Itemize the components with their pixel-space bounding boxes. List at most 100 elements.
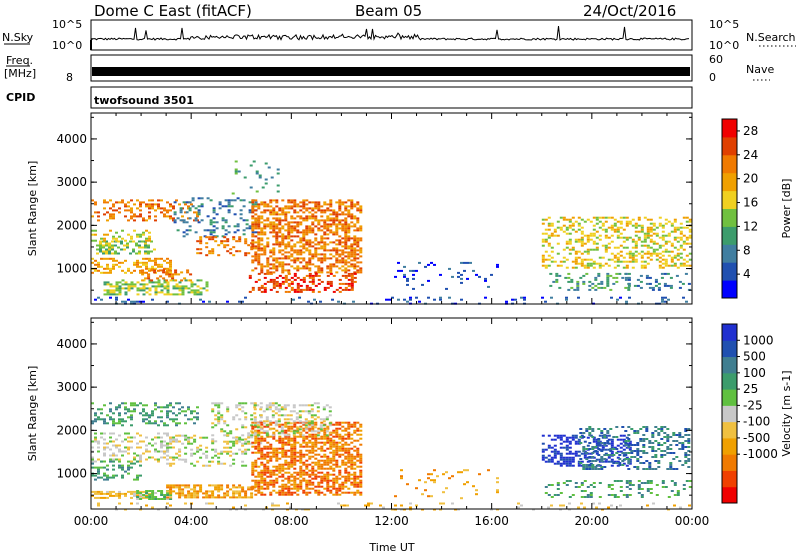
data-cell — [577, 438, 581, 441]
data-cell — [639, 428, 643, 430]
data-cell — [439, 273, 442, 276]
data-cell — [160, 207, 163, 210]
data-cell — [308, 455, 312, 458]
data-cell — [619, 490, 623, 492]
data-cell — [682, 262, 686, 265]
data-cell — [335, 265, 339, 268]
data-cell — [229, 252, 233, 255]
data-cell — [126, 242, 129, 245]
data-cell — [145, 265, 148, 268]
data-cell — [97, 211, 100, 214]
colorbar-tick-label: 28 — [743, 124, 758, 138]
data-cell — [610, 442, 614, 445]
data-cell — [202, 300, 205, 303]
data-cell — [326, 455, 330, 458]
data-cell — [673, 484, 677, 486]
data-cell — [277, 404, 281, 407]
data-cell — [145, 205, 148, 208]
data-cell — [199, 242, 203, 245]
data-cell — [100, 460, 103, 463]
data-cell — [642, 462, 646, 464]
data-cell — [457, 271, 460, 274]
data-cell — [278, 227, 282, 230]
data-cell — [106, 257, 109, 260]
data-cell — [293, 290, 297, 293]
data-cell — [188, 209, 192, 212]
data-cell — [281, 475, 285, 478]
data-cell — [672, 458, 676, 460]
data-cell — [302, 207, 306, 210]
data-cell — [109, 257, 112, 260]
data-cell — [305, 231, 309, 234]
data-cell — [272, 243, 276, 246]
data-cell — [151, 205, 154, 208]
data-cell — [257, 243, 261, 246]
data-cell — [652, 248, 656, 251]
data-cell — [277, 504, 280, 507]
data-patch — [103, 279, 209, 296]
data-cell — [595, 216, 599, 219]
data-cell — [338, 209, 342, 212]
data-cell — [263, 245, 267, 248]
data-cell — [278, 435, 282, 438]
data-cell — [232, 254, 236, 257]
data-cell — [145, 436, 148, 439]
data-cell — [418, 261, 421, 264]
data-cell — [272, 223, 276, 226]
data-cell — [604, 448, 608, 451]
data-cell — [254, 241, 258, 244]
data-cell — [127, 468, 130, 471]
data-cell — [559, 492, 563, 494]
data-cell — [302, 233, 306, 236]
data-cell — [293, 278, 297, 281]
data-cell — [272, 286, 276, 289]
data-cell — [649, 238, 653, 241]
data-cell — [154, 404, 157, 407]
data-cell — [281, 265, 285, 268]
data-cell — [317, 278, 321, 281]
data-cell — [409, 506, 412, 509]
data-cell — [353, 249, 357, 252]
data-cell — [466, 469, 469, 472]
data-cell — [220, 402, 224, 405]
data-cell — [253, 408, 257, 411]
nsky-tick-top: 10^5 — [52, 18, 82, 31]
data-cell — [302, 491, 306, 494]
data-cell — [350, 425, 354, 428]
data-cell — [263, 227, 267, 230]
data-cell — [613, 246, 617, 249]
data-cell — [232, 440, 236, 443]
data-cell — [604, 244, 608, 247]
data-cell — [344, 227, 348, 230]
data-cell — [308, 257, 312, 260]
data-cell — [121, 474, 124, 477]
data-cell — [145, 263, 148, 266]
data-cell — [278, 439, 282, 442]
data-cell — [317, 489, 321, 492]
data-cell — [290, 280, 294, 283]
data-cell — [577, 296, 580, 299]
data-cell — [145, 291, 149, 294]
data-cell — [310, 410, 314, 413]
data-cell — [94, 414, 97, 417]
data-cell — [314, 453, 318, 456]
data-cell — [172, 440, 175, 443]
data-cell — [308, 423, 312, 426]
data-cell — [562, 462, 566, 465]
data-cell — [244, 448, 248, 451]
data-cell — [341, 237, 345, 240]
data-cell — [281, 199, 285, 202]
data-cell — [112, 444, 115, 447]
data-cell — [607, 506, 610, 509]
data-cell — [673, 230, 677, 233]
data-cell — [145, 422, 148, 425]
data-cell — [610, 494, 614, 496]
data-cell — [594, 288, 598, 291]
data-cell — [114, 252, 117, 255]
data-cell — [224, 229, 228, 232]
data-cell — [625, 252, 629, 255]
data-cell — [562, 434, 566, 437]
data-cell — [350, 199, 354, 202]
data-cell — [332, 219, 336, 222]
data-cell — [332, 463, 336, 466]
